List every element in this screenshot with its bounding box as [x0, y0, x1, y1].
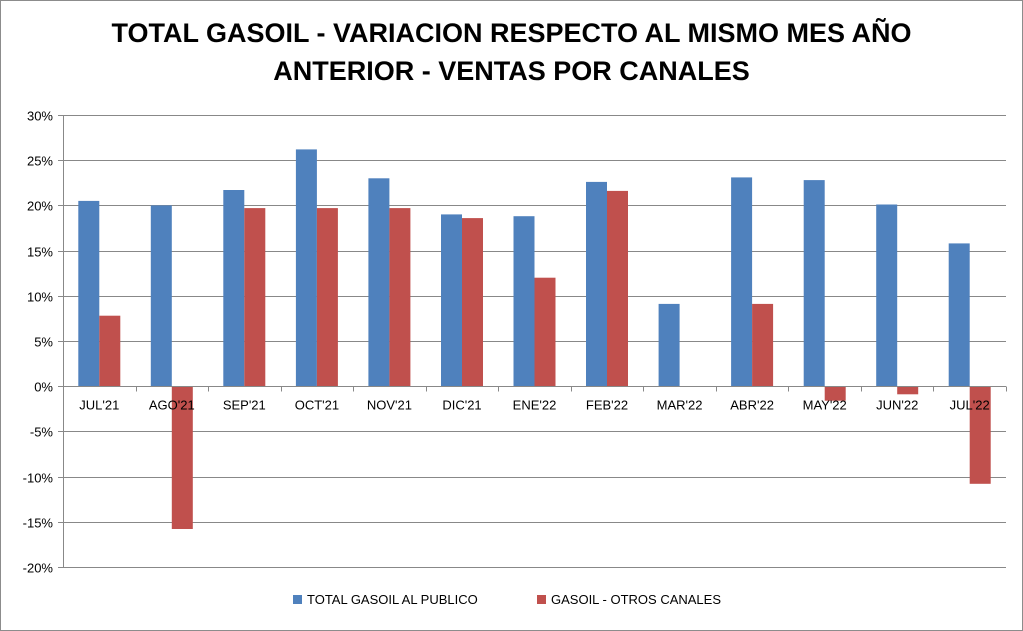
- bar-total-publico-ene22: [513, 216, 535, 387]
- bar-otros-canales-jul22: [969, 386, 991, 484]
- y-tick-label: -5%: [30, 425, 54, 440]
- y-tick-label: 25%: [27, 154, 53, 169]
- bar-total-publico-ago21: [150, 205, 172, 387]
- gridlines: [63, 115, 1006, 568]
- axes: [58, 115, 1007, 568]
- bar-otros-canales-ene22: [534, 277, 556, 387]
- legend: TOTAL GASOIL AL PUBLICO GASOIL - OTROS CA…: [293, 592, 721, 607]
- bar-otros-canales-abr22: [752, 303, 774, 387]
- legend-swatch-1: [293, 595, 302, 604]
- x-tick-label: SEP'21: [223, 398, 266, 413]
- x-tick-label: JUL'21: [79, 398, 119, 413]
- x-tick-label: DIC'21: [442, 398, 481, 413]
- y-tick-label: 10%: [27, 290, 53, 305]
- bar-total-publico-mar22: [658, 303, 680, 387]
- bar-otros-canales-feb22: [607, 190, 628, 387]
- chart-title: TOTAL GASOIL - VARIACION RESPECTO AL MIS…: [0, 14, 1023, 90]
- y-tick-label: -10%: [23, 471, 54, 486]
- bar-otros-canales-jul21: [99, 315, 121, 387]
- bar-total-publico-may22: [803, 180, 825, 387]
- legend-swatch-2: [537, 595, 546, 604]
- bar-total-publico-sep21: [223, 190, 245, 387]
- y-tick-labels: -20% -15% -10% -5% 0% 5% 10% 15% 20% 25% 30%: [23, 109, 54, 576]
- bar-total-publico-abr22: [731, 177, 753, 387]
- bar-otros-canales-sep21: [244, 208, 266, 387]
- x-tick-label: NOV'21: [367, 398, 412, 413]
- bar-total-publico-dic21: [441, 214, 462, 387]
- y-tick-label: 0%: [34, 380, 53, 395]
- bar-total-publico-nov21: [368, 178, 390, 387]
- legend-label-2: GASOIL - OTROS CANALES: [551, 592, 721, 607]
- y-tick-label: -15%: [23, 516, 54, 531]
- x-tick-label: JUN'22: [876, 398, 918, 413]
- bar-otros-canales-jun22: [897, 386, 919, 395]
- x-tick-labels: JUL'21 AGO'21 SEP'21 OCT'21 NOV'21 DIC'21 ENE'…: [79, 398, 989, 413]
- y-tick-label: 5%: [34, 335, 53, 350]
- bar-otros-canales-dic21: [462, 218, 483, 387]
- bar-otros-canales-may22: [824, 386, 846, 401]
- x-tick-label: JUL'22: [950, 398, 990, 413]
- chart-title-line-2: ANTERIOR - VENTAS POR CANALES: [273, 56, 750, 86]
- x-tick-label: MAY'22: [803, 398, 847, 413]
- x-tick-label: ABR'22: [730, 398, 774, 413]
- x-tick-label: FEB'22: [586, 398, 628, 413]
- bar-otros-canales-ago21: [171, 386, 193, 529]
- chart-title-line-1: TOTAL GASOIL - VARIACION RESPECTO AL MIS…: [111, 18, 912, 48]
- legend-label-1: TOTAL GASOIL AL PUBLICO: [307, 592, 478, 607]
- x-tick-label: MAR'22: [657, 398, 703, 413]
- bar-otros-canales-nov21: [389, 208, 411, 387]
- bar-total-publico-oct21: [295, 149, 317, 387]
- bar-total-publico-jul22: [948, 243, 970, 387]
- bar-total-publico-jun22: [876, 204, 898, 387]
- x-tick-label: OCT'21: [295, 398, 339, 413]
- bar-otros-canales-oct21: [316, 208, 338, 387]
- y-tick-label: -20%: [23, 561, 54, 576]
- x-tick-label: AGO'21: [149, 398, 195, 413]
- bars: [78, 149, 991, 529]
- y-tick-label: 15%: [27, 245, 53, 260]
- y-tick-label: 20%: [27, 199, 53, 214]
- bar-total-publico-feb22: [586, 181, 607, 387]
- x-tick-label: ENE'22: [513, 398, 557, 413]
- y-tick-label: 30%: [27, 109, 53, 124]
- bar-total-publico-jul21: [78, 200, 100, 387]
